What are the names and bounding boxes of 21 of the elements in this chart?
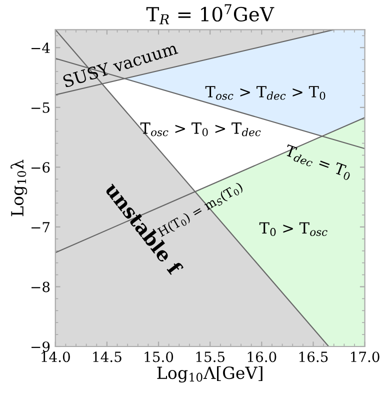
x-tick-label: 15.0 <box>144 352 174 362</box>
y-tick-label: −9 <box>32 341 50 352</box>
annotation: T$_{dec}$ = T$_{0}$ <box>283 144 353 181</box>
y-axis-title: Log$_{10}$λ <box>10 160 28 216</box>
y-tick-label: −7 <box>32 222 50 232</box>
x-tick-label: 16.5 <box>299 352 328 362</box>
x-tick-label: 14.5 <box>93 352 122 362</box>
annotation: T$_{0}$ > T$_{osc}$ <box>259 222 328 236</box>
y-tick-label: −6 <box>32 162 50 173</box>
annotation: T$_{osc}$ > T$_{dec}$ > T$_{0}$ <box>205 86 326 100</box>
chart-title: T$_{R}$ = 10$^{7}$GeV <box>146 4 274 24</box>
annotation: T$_{osc}$ > T$_{0}$ > T$_{dec}$ <box>140 122 261 136</box>
annotation: SUSY vacuum <box>62 41 178 88</box>
x-tick-label: 17.0 <box>351 352 380 362</box>
x-tick-label: 16.0 <box>248 352 276 362</box>
y-tick-label: −4 <box>32 42 50 53</box>
x-tick-label: 15.5 <box>196 352 224 362</box>
x-axis-title: Log$_{10}$Λ[GeV] <box>157 366 262 383</box>
x-tick-label: 14.0 <box>42 352 70 362</box>
y-tick-label: −8 <box>32 282 50 292</box>
y-tick-label: −5 <box>32 102 50 113</box>
